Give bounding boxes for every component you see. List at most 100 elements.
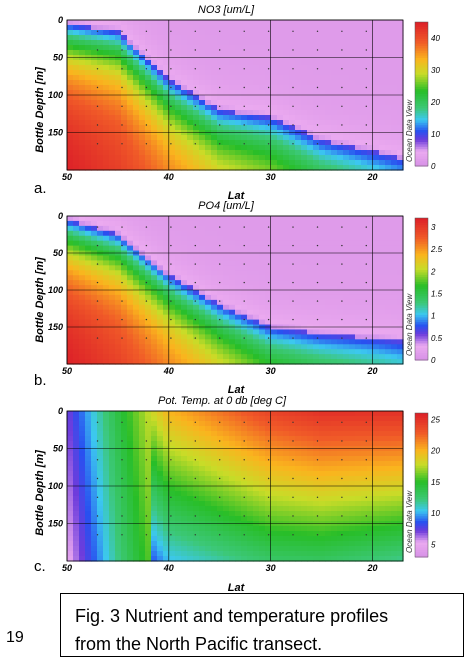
colorbar-segment bbox=[415, 317, 428, 321]
heatmap-cell bbox=[205, 304, 212, 311]
heatmap-cell bbox=[289, 329, 296, 335]
heatmap-cell bbox=[85, 411, 92, 417]
heatmap-cell bbox=[367, 60, 374, 66]
colorbar-segment bbox=[415, 34, 428, 37]
heatmap-cell bbox=[163, 501, 170, 507]
heatmap-cell bbox=[193, 95, 200, 101]
heatmap-cell bbox=[73, 25, 80, 31]
heatmap-cell bbox=[295, 426, 302, 432]
heatmap-cell bbox=[265, 309, 272, 316]
heatmap-cell bbox=[289, 20, 296, 26]
heatmap-cell bbox=[307, 100, 314, 106]
heatmap-cell bbox=[283, 25, 290, 31]
heatmap-cell bbox=[391, 280, 398, 286]
heatmap-cell bbox=[349, 285, 356, 291]
heatmap-cell bbox=[247, 339, 254, 345]
heatmap-cell bbox=[157, 225, 164, 232]
heatmap-cell bbox=[85, 105, 92, 111]
heatmap-cell bbox=[295, 309, 302, 316]
heatmap-cell bbox=[145, 536, 152, 542]
sample-dot bbox=[121, 143, 123, 145]
heatmap-cell bbox=[205, 140, 212, 146]
heatmap-cell bbox=[379, 294, 386, 301]
heatmap-cell bbox=[211, 160, 218, 166]
heatmap-cell bbox=[211, 506, 218, 512]
sample-dot bbox=[194, 124, 196, 126]
colorbar-segment bbox=[415, 220, 428, 224]
heatmap-cell bbox=[79, 20, 86, 26]
heatmap-cell bbox=[307, 421, 314, 427]
heatmap-cell bbox=[283, 314, 290, 321]
heatmap-cell bbox=[157, 516, 164, 522]
heatmap-cell bbox=[91, 260, 98, 266]
heatmap-cell bbox=[217, 220, 224, 227]
heatmap-cell bbox=[313, 110, 320, 116]
heatmap-cell bbox=[325, 255, 332, 261]
heatmap-cell bbox=[193, 275, 200, 281]
heatmap-cell bbox=[79, 80, 86, 86]
heatmap-cell bbox=[97, 501, 104, 507]
colorbar-watermark: Ocean Data View bbox=[405, 99, 414, 162]
heatmap-cell bbox=[157, 294, 164, 301]
heatmap-cell bbox=[151, 426, 158, 432]
heatmap-cell bbox=[277, 85, 284, 91]
heatmap-cell bbox=[361, 240, 368, 247]
heatmap-cell bbox=[205, 165, 212, 171]
heatmap-cell bbox=[319, 220, 326, 227]
heatmap-cell bbox=[175, 359, 182, 365]
heatmap-cell bbox=[259, 45, 266, 51]
heatmap-cell bbox=[295, 546, 302, 552]
heatmap-cell bbox=[367, 225, 374, 232]
heatmap-cell bbox=[247, 75, 254, 81]
heatmap-cell bbox=[97, 270, 104, 276]
heatmap-cell bbox=[199, 511, 206, 517]
heatmap-cell bbox=[367, 160, 374, 166]
heatmap-cell bbox=[397, 230, 404, 237]
heatmap-cell bbox=[313, 40, 320, 46]
heatmap-cell bbox=[397, 235, 404, 242]
heatmap-cell bbox=[271, 546, 278, 552]
heatmap-cell bbox=[289, 314, 296, 321]
heatmap-cell bbox=[109, 120, 116, 126]
colorbar-segment bbox=[415, 115, 428, 119]
heatmap-cell bbox=[241, 461, 248, 467]
heatmap-cell bbox=[373, 165, 380, 171]
heatmap-cell bbox=[385, 125, 392, 131]
heatmap-cell bbox=[103, 359, 110, 365]
heatmap-cell bbox=[175, 476, 182, 482]
sample-dot bbox=[121, 68, 123, 70]
heatmap-cell bbox=[295, 60, 302, 66]
y-tick-label: 100 bbox=[48, 90, 63, 100]
heatmap-cell bbox=[241, 115, 248, 121]
heatmap-cell bbox=[121, 446, 128, 452]
heatmap-cell bbox=[175, 230, 182, 237]
heatmap-cell bbox=[265, 421, 272, 427]
heatmap-cell bbox=[145, 309, 152, 316]
heatmap-cell bbox=[151, 339, 158, 345]
heatmap-cell bbox=[235, 354, 242, 360]
heatmap-cell bbox=[295, 486, 302, 492]
heatmap-cell bbox=[265, 526, 272, 532]
heatmap-cell bbox=[289, 431, 296, 437]
x-tick-label: 20 bbox=[366, 172, 377, 182]
heatmap-cell bbox=[73, 155, 80, 161]
heatmap-cell bbox=[277, 80, 284, 86]
sample-dot bbox=[292, 86, 294, 89]
colorbar-segment bbox=[415, 248, 428, 252]
heatmap-cell bbox=[67, 35, 74, 41]
heatmap-cell bbox=[301, 451, 308, 457]
heatmap-cell bbox=[163, 461, 170, 467]
heatmap-cell bbox=[193, 431, 200, 437]
heatmap-cell bbox=[373, 70, 380, 76]
sample-dot bbox=[365, 244, 367, 247]
heatmap-cell bbox=[271, 240, 278, 247]
heatmap-cell bbox=[97, 551, 104, 557]
heatmap-cell bbox=[145, 75, 152, 81]
heatmap-cell bbox=[73, 275, 80, 281]
heatmap-cell bbox=[313, 30, 320, 36]
heatmap-cell bbox=[319, 421, 326, 427]
heatmap-cell bbox=[67, 225, 74, 232]
heatmap-cell bbox=[217, 456, 224, 462]
heatmap-cell bbox=[79, 531, 86, 537]
heatmap-cell bbox=[241, 30, 248, 36]
